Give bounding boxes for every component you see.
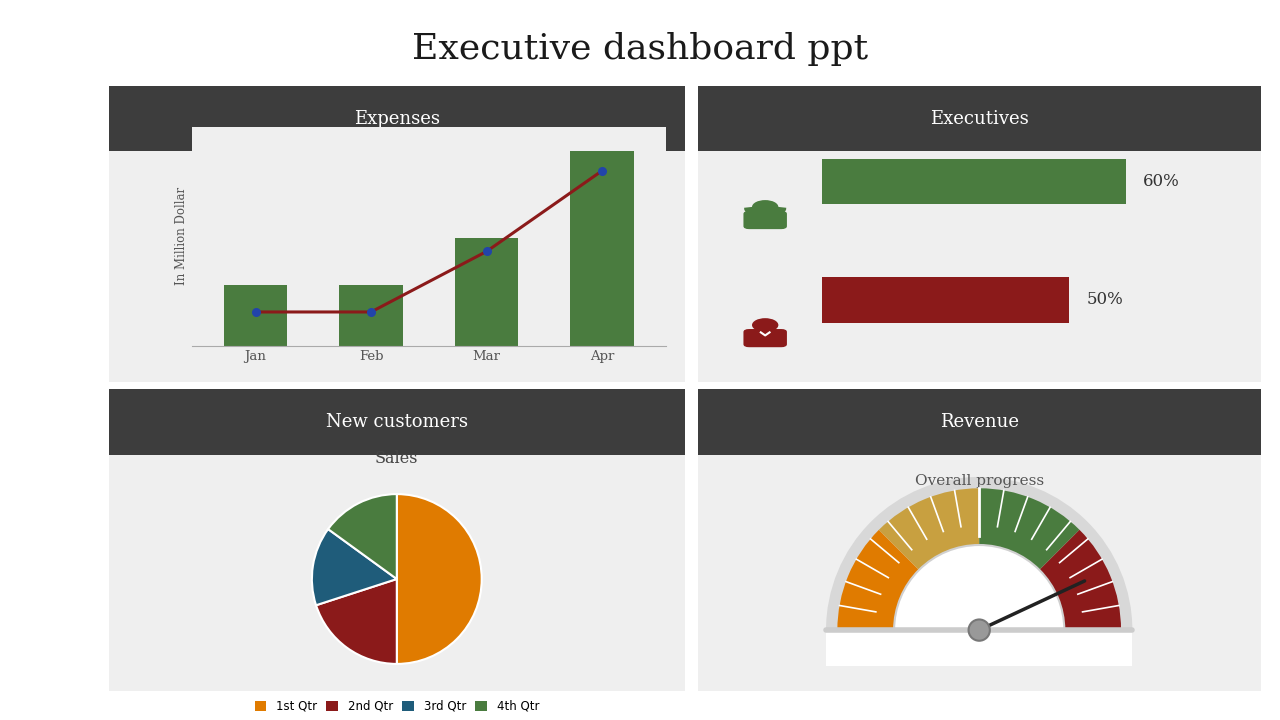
FancyBboxPatch shape	[744, 211, 787, 229]
FancyBboxPatch shape	[744, 329, 787, 347]
Text: Expenses: Expenses	[353, 110, 440, 128]
Text: 60%: 60%	[1143, 173, 1179, 190]
Circle shape	[969, 619, 989, 641]
Wedge shape	[397, 494, 481, 664]
Bar	[339, 285, 403, 346]
Text: Executives: Executives	[929, 110, 1029, 128]
Wedge shape	[879, 488, 979, 570]
Wedge shape	[328, 494, 397, 579]
Circle shape	[753, 200, 778, 214]
Bar	[454, 238, 518, 346]
Circle shape	[753, 318, 778, 332]
Legend: 1st Qtr, 2nd Qtr, 3rd Qtr, 4th Qtr: 1st Qtr, 2nd Qtr, 3rd Qtr, 4th Qtr	[250, 695, 544, 717]
Bar	[224, 285, 287, 346]
Wedge shape	[826, 477, 1133, 630]
Wedge shape	[895, 545, 1064, 630]
Text: Revenue: Revenue	[940, 413, 1019, 431]
Wedge shape	[979, 488, 1079, 570]
Wedge shape	[837, 530, 919, 630]
Wedge shape	[1039, 530, 1121, 630]
Bar	[571, 150, 634, 346]
FancyBboxPatch shape	[822, 276, 1069, 323]
Text: 50%: 50%	[1087, 291, 1123, 308]
FancyBboxPatch shape	[822, 158, 1125, 204]
Wedge shape	[312, 529, 397, 606]
Text: Overall progress: Overall progress	[915, 474, 1043, 488]
Wedge shape	[316, 579, 397, 664]
Title: Sales: Sales	[375, 450, 419, 467]
Text: New customers: New customers	[326, 413, 467, 431]
FancyBboxPatch shape	[826, 630, 1133, 665]
Text: Executive dashboard ppt: Executive dashboard ppt	[412, 32, 868, 66]
Y-axis label: In Million Dollar: In Million Dollar	[175, 187, 188, 285]
